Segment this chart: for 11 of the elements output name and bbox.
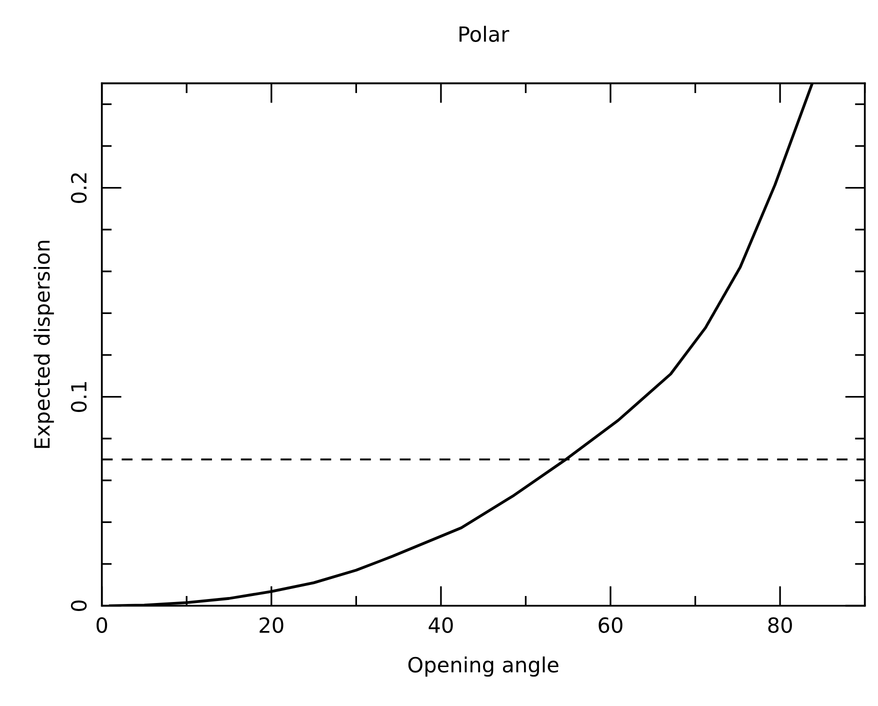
y-tick-label: 0.1 [70,382,87,412]
x-tick-label: 20 [260,617,284,633]
chart-title: Polar [460,26,510,42]
x-tick-label: 0 [96,617,108,633]
y-tick-label: 0 [70,600,87,611]
x-tick-label: 60 [598,617,622,633]
x-tick-label: 80 [768,617,792,633]
x-axis-title: Opening angle [408,656,558,677]
y-axis-title: Expected dispersion [34,240,54,448]
x-tick-label: 40 [428,617,453,633]
y-tick-label: 0.2 [70,173,87,203]
